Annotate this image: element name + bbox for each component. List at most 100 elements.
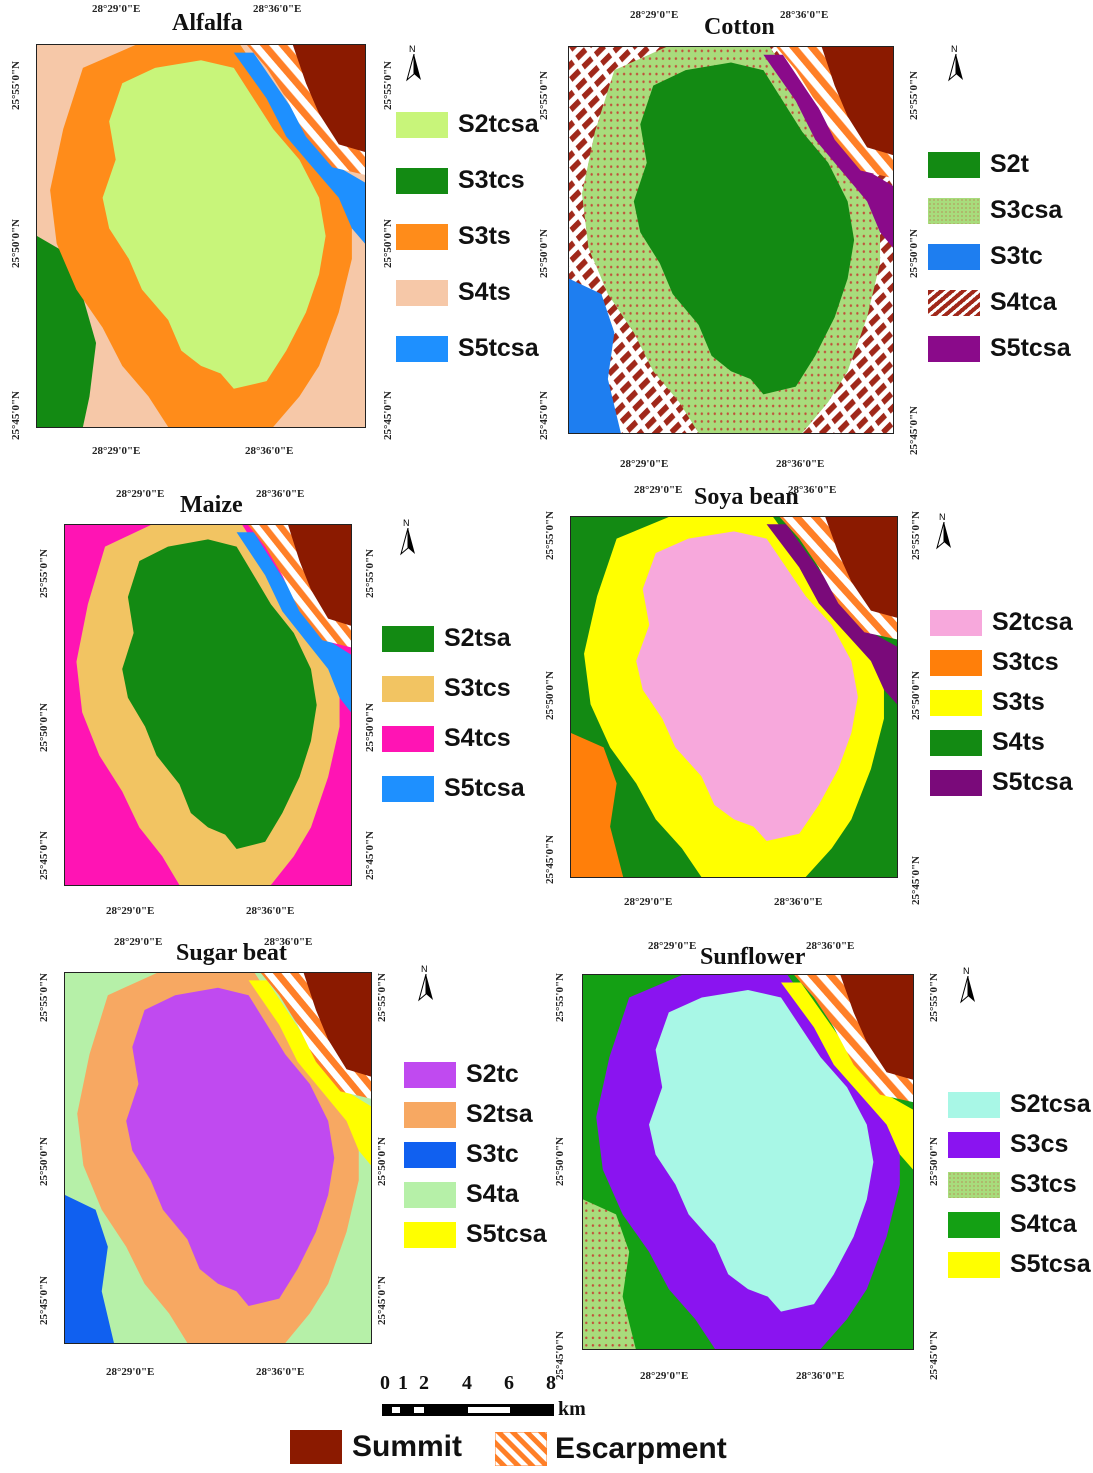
x-tick-bottom: 28°36'0"E bbox=[776, 458, 825, 470]
north-arrow-icon: N bbox=[946, 44, 966, 84]
map-title: Cotton bbox=[704, 14, 775, 40]
legend-label: S3tcs bbox=[458, 166, 525, 194]
map-title: Maize bbox=[180, 492, 243, 518]
y-tick-right: 25°50'0"N bbox=[928, 1136, 940, 1186]
legend-label: S5tcsa bbox=[466, 1220, 547, 1248]
legend-swatch bbox=[404, 1061, 456, 1088]
region-summit bbox=[815, 47, 893, 163]
x-tick-bottom: 28°36'0"E bbox=[774, 896, 823, 908]
legend-label: S3tc bbox=[466, 1140, 519, 1168]
region-summit bbox=[833, 975, 913, 1088]
region-s2tcsa bbox=[649, 989, 874, 1312]
y-tick-left: 25°50'0"N bbox=[554, 1136, 566, 1186]
north-label: N bbox=[421, 964, 428, 974]
suitability-map bbox=[37, 45, 365, 427]
region-s3tcs bbox=[583, 1199, 636, 1349]
legend-label: S2tcsa bbox=[992, 608, 1073, 636]
legend-item: S3tcs bbox=[930, 648, 1059, 677]
escarpment-swatch bbox=[495, 1432, 547, 1466]
north-label: N bbox=[951, 44, 958, 54]
north-arrow-glyph bbox=[948, 54, 963, 82]
y-tick-right: 25°45'0"N bbox=[382, 390, 394, 440]
x-tick-top: 28°29'0"E bbox=[648, 940, 697, 952]
y-tick-left: 25°55'0"N bbox=[544, 510, 556, 560]
legend-label: S2tsa bbox=[466, 1100, 533, 1128]
y-tick-left: 25°55'0"N bbox=[538, 70, 550, 120]
y-tick-left: 25°55'0"N bbox=[554, 972, 566, 1022]
north-arrow-icon: N bbox=[416, 964, 436, 1004]
y-tick-left: 25°45'0"N bbox=[38, 1275, 50, 1325]
legend-item: S3tcs bbox=[396, 166, 525, 195]
legend-label: S2t bbox=[990, 150, 1029, 178]
x-tick-bottom: 28°29'0"E bbox=[624, 896, 673, 908]
legend-item: S3cs bbox=[948, 1130, 1068, 1159]
region-s3tcs bbox=[37, 236, 97, 427]
scale-bar-graphic bbox=[382, 1404, 554, 1416]
legend-swatch bbox=[930, 609, 982, 636]
map-frame bbox=[570, 516, 898, 878]
region-s2tcsa bbox=[102, 60, 326, 389]
y-tick-right: 25°45'0"N bbox=[910, 855, 922, 905]
region-s5tcsa bbox=[763, 54, 893, 248]
legend-label: S5tcsa bbox=[458, 334, 539, 362]
scale-tick-1: 1 bbox=[398, 1372, 408, 1394]
x-tick-top: 28°36'0"E bbox=[806, 940, 855, 952]
legend-item: S3ts bbox=[396, 222, 511, 251]
legend-swatch bbox=[382, 775, 434, 802]
x-tick-top: 28°29'0"E bbox=[92, 3, 141, 15]
legend-swatch bbox=[948, 1131, 1000, 1158]
legend-item: S4ta bbox=[404, 1180, 519, 1209]
legend-swatch bbox=[404, 1181, 456, 1208]
legend-item: S4ts bbox=[396, 278, 511, 307]
y-tick-left: 25°50'0"N bbox=[38, 702, 50, 752]
y-tick-left: 25°45'0"N bbox=[38, 830, 50, 880]
north-label: N bbox=[403, 518, 410, 528]
y-tick-right: 25°45'0"N bbox=[364, 830, 376, 880]
region-s2tcsa bbox=[636, 531, 858, 841]
scale-bar: 0 1 2 4 6 8 km bbox=[380, 1372, 590, 1422]
y-tick-right: 25°55'0"N bbox=[908, 70, 920, 120]
region-s5tcsa bbox=[248, 980, 371, 1166]
x-tick-bottom: 28°29'0"E bbox=[92, 445, 141, 457]
legend-swatch bbox=[396, 279, 448, 306]
legend-label: S3ts bbox=[992, 688, 1045, 716]
suitability-map bbox=[569, 47, 893, 433]
x-tick-top: 28°36'0"E bbox=[780, 9, 829, 21]
legend-item: S2t bbox=[928, 150, 1029, 179]
legend-label: S2tsa bbox=[444, 624, 511, 652]
scale-tick-2: 2 bbox=[419, 1372, 429, 1394]
map-frame bbox=[582, 974, 914, 1350]
legend-item: S4tca bbox=[928, 288, 1057, 317]
legend-label: S4tcs bbox=[444, 724, 511, 752]
region-s5tcsa bbox=[766, 524, 897, 705]
region-s2tsa bbox=[122, 539, 317, 849]
legend-item: S5tcsa bbox=[948, 1250, 1091, 1279]
region-s5tcsa bbox=[781, 982, 913, 1170]
legend-swatch bbox=[930, 769, 982, 796]
map-frame bbox=[64, 972, 372, 1344]
legend-label: S5tcsa bbox=[992, 768, 1073, 796]
legend-item: S3tcs bbox=[948, 1170, 1077, 1199]
map-frame bbox=[64, 524, 352, 886]
legend-item: S4tca bbox=[948, 1210, 1077, 1239]
legend-swatch bbox=[928, 335, 980, 362]
legend-item: S2tsa bbox=[382, 624, 511, 653]
legend-item: S5tcsa bbox=[396, 334, 539, 363]
legend-label: S2tcsa bbox=[1010, 1090, 1091, 1118]
north-label: N bbox=[963, 966, 970, 976]
x-tick-bottom: 28°29'0"E bbox=[106, 905, 155, 917]
legend-swatch bbox=[928, 243, 980, 270]
north-arrow-icon: N bbox=[398, 518, 418, 558]
x-tick-top: 28°36'0"E bbox=[788, 484, 837, 496]
legend-swatch bbox=[928, 197, 980, 224]
x-tick-bottom: 28°36'0"E bbox=[256, 1366, 305, 1378]
scale-tick-6: 6 bbox=[504, 1372, 514, 1394]
north-arrow-icon: N bbox=[958, 966, 978, 1006]
legend-label: S4tca bbox=[1010, 1210, 1077, 1238]
x-tick-bottom: 28°36'0"E bbox=[246, 905, 295, 917]
legend-label: S4ts bbox=[992, 728, 1045, 756]
north-arrow-glyph bbox=[936, 522, 951, 550]
north-label: N bbox=[409, 44, 416, 54]
region-summit bbox=[286, 45, 365, 160]
map-frame bbox=[568, 46, 894, 434]
